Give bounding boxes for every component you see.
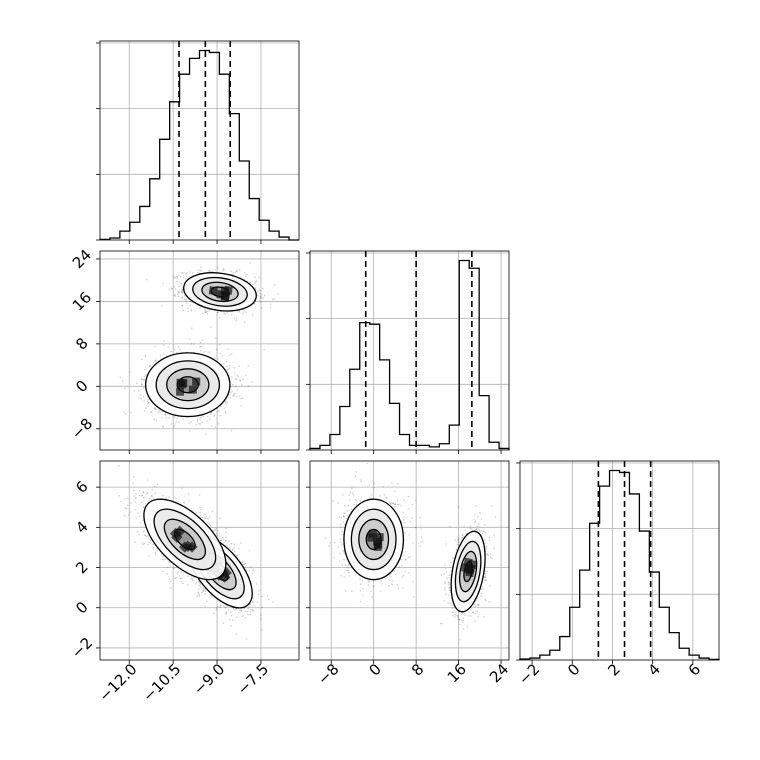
x-tick-label-1-4: 24 [486,660,512,686]
y-tick-label-1-2: 8 [72,334,91,353]
2d-panel-0-2 [96,460,300,664]
x-tick-label-0-0: −12.0 [95,660,140,705]
y-tick-label-2-3: 4 [72,518,91,537]
y-tick-label-2-4: 6 [72,477,91,496]
histogram-panel-2 [516,460,720,664]
2d-frame-0-2 [99,460,300,661]
x-tick-label-1-1: 0 [366,660,385,679]
x-tick-label-2-0: −2 [515,660,543,688]
x-tick-label-2-1: 0 [564,660,583,679]
histogram-step-1 [309,259,510,450]
y-tick-label-2-1: 0 [72,598,91,617]
x-tick-label-0-1: −10.5 [139,660,184,705]
2d-panel-1-2 [306,460,510,664]
histogram-frame-2 [519,460,720,661]
histogram-frame-0 [99,40,300,241]
y-tick-label-2-2: 2 [72,558,91,577]
2d-panel-0-1 [96,250,300,454]
x-tick-label-1-2: 8 [408,660,427,679]
x-tick-label-0-3: −7.5 [234,660,272,698]
x-tick-label-1-0: −8 [314,660,342,688]
x-tick-label-0-2: −9.0 [190,660,228,698]
y-tick-label-1-1: 0 [72,377,91,396]
histogram-frame-1 [309,250,510,451]
y-tick-label-1-3: 16 [69,288,95,314]
histogram-panel-1 [306,250,510,454]
x-tick-label-1-3: 16 [444,660,470,686]
2d-frame-0-1 [99,250,300,451]
histogram-panel-0 [96,40,300,244]
x-tick-label-2-4: 6 [685,660,704,679]
x-tick-label-2-3: 4 [645,660,664,679]
histogram-step-2 [519,469,720,661]
y-tick-label-1-4: 24 [69,246,95,272]
2d-frame-1-2 [309,460,510,661]
y-tick-label-1-0: −8 [68,415,96,443]
x-tick-label-2-2: 2 [604,660,623,679]
histogram-step-0 [99,49,299,241]
y-tick-label-2-0: −2 [68,634,96,662]
